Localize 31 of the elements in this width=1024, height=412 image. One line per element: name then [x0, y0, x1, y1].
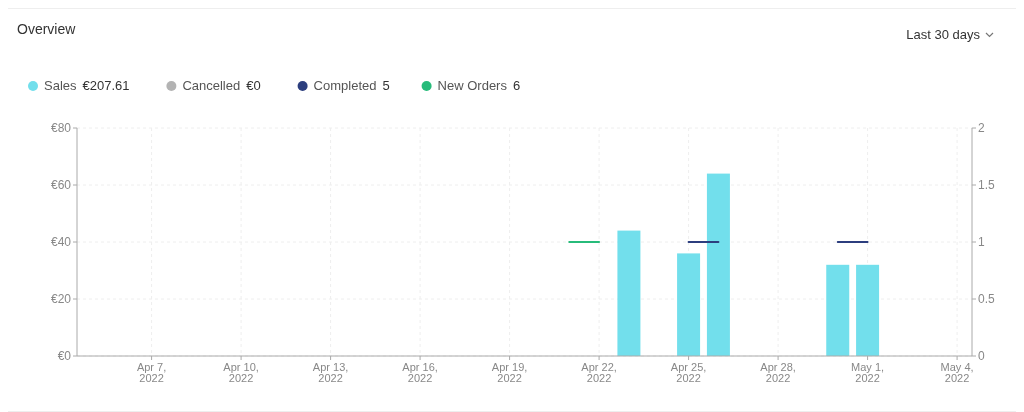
y2-tick-label: 1.5: [978, 178, 996, 192]
y-tick-label: €0: [57, 349, 72, 363]
x-tick-label: Apr 10, 2022: [223, 361, 259, 384]
bar: [617, 230, 641, 356]
legend-label: Sales €207.61: [44, 78, 130, 93]
y2-tick-label: 0: [978, 349, 985, 363]
y-tick-label: €20: [50, 292, 72, 306]
bar: [826, 264, 850, 356]
x-tick-label: Apr 22, 2022: [581, 361, 617, 384]
legend-label: Cancelled €0: [182, 78, 261, 93]
bar: [677, 253, 701, 356]
x-tick-label: May 1, 2022: [851, 361, 885, 384]
x-tick-label: Apr 7, 2022: [136, 361, 167, 384]
y2-tick-label: 0.5: [978, 292, 996, 306]
x-tick-label: Apr 19, 2022: [491, 361, 528, 384]
legend-label: New Orders 6: [437, 78, 521, 93]
y-tick-label: €60: [50, 178, 72, 192]
y-tick-label: €40: [50, 235, 72, 249]
y-tick-label: €80: [50, 121, 72, 135]
y2-tick-label: 1: [978, 235, 985, 249]
x-tick-label: Apr 28, 2022: [760, 361, 796, 384]
y2-tick-label: 2: [978, 121, 985, 135]
bar: [856, 264, 880, 356]
bar: [706, 173, 730, 356]
text: Last 30 days: [906, 27, 981, 42]
x-tick-label: Apr 25, 2022: [670, 361, 707, 384]
x-tick-label: Apr 16, 2022: [402, 361, 438, 384]
x-tick-label: Apr 13, 2022: [312, 361, 349, 384]
x-tick-label: May 4, 2022: [940, 361, 974, 384]
chart-title: Overview: [17, 21, 77, 37]
legend-label: Completed 5: [313, 78, 390, 93]
